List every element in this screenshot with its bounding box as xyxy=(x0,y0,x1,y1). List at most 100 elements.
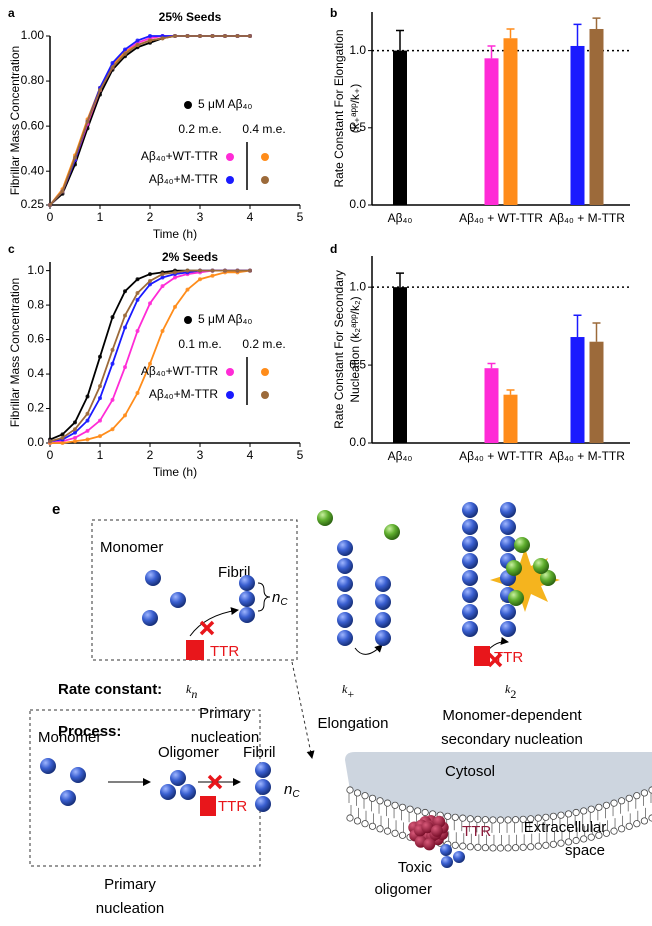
x-axis-label: Time (h) xyxy=(153,465,197,479)
lipid-head xyxy=(595,831,603,839)
lipid-tail xyxy=(484,822,487,845)
lipid-head xyxy=(474,815,482,823)
y-tick-label: 0.5 xyxy=(349,120,366,134)
x-tick-label: 1 xyxy=(97,210,104,224)
lipid-tail xyxy=(597,810,601,833)
bar xyxy=(484,58,499,205)
lipid-head xyxy=(481,816,490,824)
label: secondary nucleation xyxy=(441,731,583,748)
lipid-tail xyxy=(363,798,367,821)
error-bar xyxy=(506,28,515,39)
label: C xyxy=(292,789,300,800)
lipid-head xyxy=(640,817,649,825)
lipid-head xyxy=(459,814,467,822)
lipid-tail xyxy=(386,806,389,829)
legend-label: Aβ₄₀+M-TTR xyxy=(149,387,218,401)
label: Process: xyxy=(58,723,121,740)
error-bar xyxy=(573,314,582,338)
error-bar xyxy=(396,29,404,51)
label: nucleation xyxy=(191,729,259,746)
lipid-tail xyxy=(521,822,525,845)
label: C xyxy=(280,597,288,608)
lipid-head xyxy=(519,843,527,851)
lipid-head xyxy=(618,825,626,833)
fit-line xyxy=(50,269,251,444)
lipid-tail xyxy=(605,808,608,831)
x-tick-label: Aβ₄₀ + WT-TTR xyxy=(459,449,543,463)
arrow xyxy=(354,644,383,655)
x-tick-label: Aβ₄₀ xyxy=(388,211,413,225)
box xyxy=(91,519,298,661)
x-tick-label: 1 xyxy=(97,448,104,462)
label: Monomer-dependent xyxy=(442,707,582,724)
label: Primary xyxy=(104,876,156,893)
sphere xyxy=(180,784,196,800)
sphere xyxy=(317,510,333,526)
y-axis-label: Nucleation (k₂ᵃᵖᵖ/k₂) xyxy=(348,296,362,402)
legend-label: Aβ₄₀+WT-TTR xyxy=(141,364,218,378)
sphere xyxy=(239,607,255,623)
lipid-head xyxy=(618,797,626,805)
lipid-head xyxy=(527,843,535,851)
label: Monomer xyxy=(38,729,101,746)
label: n xyxy=(284,781,292,798)
x-tick-label: 4 xyxy=(247,210,254,224)
sphere xyxy=(255,779,271,795)
fit-line xyxy=(49,35,250,206)
lipid-tail xyxy=(393,808,397,831)
y-tick-label: 0.4 xyxy=(27,366,44,380)
lipid-head xyxy=(406,805,414,813)
x-axis-label: Time (h) xyxy=(153,227,197,241)
sphere xyxy=(441,856,453,868)
sphere xyxy=(500,502,516,518)
lipid-tail xyxy=(371,801,374,824)
lipid-head xyxy=(527,815,535,823)
legend-label: Aβ₄₀+WT-TTR xyxy=(141,149,218,163)
y-tick-label: 0.5 xyxy=(349,357,366,371)
sphere xyxy=(337,630,353,646)
sphere xyxy=(500,536,516,552)
diagram: e Monomer Fibril nC TTR Rate constant: k… xyxy=(29,501,652,917)
lipid-tail xyxy=(529,821,533,844)
error-bar xyxy=(592,17,601,29)
lipid-tail xyxy=(574,815,578,838)
sphere xyxy=(433,815,446,828)
sphere xyxy=(255,796,271,812)
label: TTR xyxy=(210,643,239,660)
lipid-head xyxy=(383,827,392,835)
label: k xyxy=(342,682,348,696)
label: 2 xyxy=(510,687,516,701)
lipid-head xyxy=(504,816,512,824)
lipid-head xyxy=(519,815,527,823)
block-mark xyxy=(207,774,223,790)
sphere xyxy=(462,553,478,569)
sphere xyxy=(255,762,271,778)
sphere xyxy=(540,570,556,586)
label: TTR xyxy=(494,649,523,666)
lipid-head xyxy=(489,844,497,852)
sphere xyxy=(40,758,56,774)
lipid-head xyxy=(496,844,505,852)
legend-marker xyxy=(226,391,234,399)
legend-marker xyxy=(226,368,234,376)
sphere xyxy=(239,575,255,591)
block-mark xyxy=(199,620,215,636)
lipid-tail xyxy=(378,803,382,826)
lipid-tail xyxy=(582,813,586,836)
sphere xyxy=(170,770,186,786)
label: space xyxy=(565,842,605,859)
y-tick-label: 0.2 xyxy=(27,401,44,415)
error-bar xyxy=(396,272,404,288)
arrow xyxy=(291,661,315,759)
sphere xyxy=(337,594,353,610)
lipid-head xyxy=(549,840,558,848)
error-bar xyxy=(506,389,515,395)
sphere xyxy=(337,558,353,574)
lipid-tail xyxy=(514,822,518,845)
lipid-head xyxy=(459,842,467,850)
sphere xyxy=(430,824,443,837)
label: nC xyxy=(284,781,300,800)
sphere xyxy=(453,851,465,863)
x-tick-label: 5 xyxy=(297,448,304,462)
fit-line xyxy=(49,269,250,443)
